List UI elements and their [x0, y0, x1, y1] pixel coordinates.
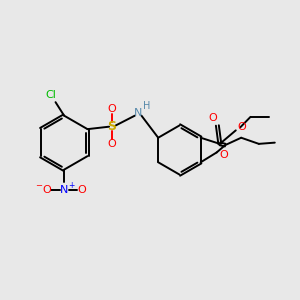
Text: Cl: Cl — [45, 90, 56, 100]
Text: −: − — [35, 181, 42, 190]
Text: O: O — [238, 122, 246, 132]
Text: O: O — [77, 185, 86, 196]
Text: O: O — [208, 113, 217, 123]
Text: O: O — [108, 140, 116, 149]
Text: +: + — [68, 181, 74, 190]
Text: N: N — [134, 108, 142, 118]
Text: O: O — [42, 185, 51, 196]
Text: O: O — [108, 104, 116, 114]
Text: H: H — [143, 101, 150, 111]
Text: O: O — [219, 150, 228, 160]
Text: S: S — [107, 120, 116, 133]
Text: N: N — [60, 185, 68, 196]
